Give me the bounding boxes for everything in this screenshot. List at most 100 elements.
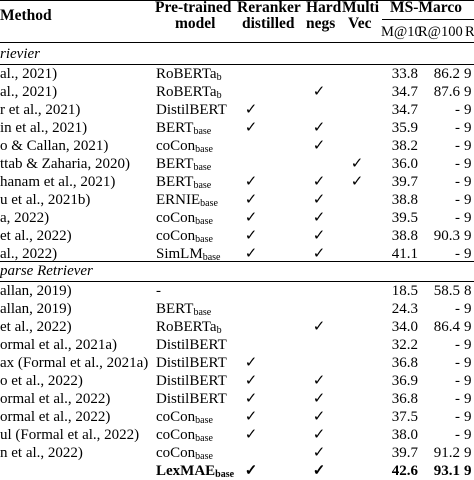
- header-multi-1: Multi: [342, 0, 380, 16]
- recall100-cell: 86.2: [433, 66, 460, 82]
- header-hard-2: negs: [306, 15, 336, 32]
- recall100-cell: 90.3: [433, 228, 460, 244]
- mrr10-cell: 18.5: [391, 283, 418, 299]
- model-subscript: b: [216, 72, 222, 83]
- model-cell: RoBERTab: [156, 319, 222, 336]
- table-row: et al., 2022) coConbase ✓ ✓ 38.8 90.3 9: [0, 227, 474, 245]
- table-row: ormal et al., 2022) coConbase ✓ ✓ 37.5 -9: [0, 408, 474, 426]
- table-row: ttab & Zaharia, 2020) BERTbase ✓ 36.0 -9: [0, 155, 474, 173]
- msmarco-rule: [382, 19, 474, 20]
- table-row: n et al., 2022) coConbase ✓ 39.7 91.2 9: [0, 444, 474, 462]
- mrr10-cell: 39.5: [391, 210, 418, 226]
- model-cell: coConbase: [156, 445, 213, 462]
- model-cell: RoBERTab: [156, 66, 222, 83]
- recall1k-cell: 9: [464, 355, 472, 371]
- table-row: LexMAEbase ✓ ✓ 42.6 93.1 9: [0, 462, 474, 480]
- reranker-cell: ✓: [244, 120, 258, 136]
- table-row: hanam et al., 2021) BERTbase ✓ ✓ ✓ 39.7 -9: [0, 173, 474, 191]
- reranker-cell: ✓: [244, 210, 258, 226]
- multi-vec-cell: ✓: [350, 174, 364, 190]
- recall1k-cell: 9: [464, 84, 472, 100]
- method-cell: r et al., 2021): [0, 102, 81, 118]
- recall1k-cell: 9: [464, 319, 472, 335]
- recall100-cell: -: [455, 373, 460, 389]
- method-cell: allan, 2019): [0, 283, 72, 299]
- recall100-cell: -: [455, 120, 460, 136]
- mrr10-cell: 36.9: [391, 373, 418, 389]
- table-row: u et al., 2021b) ERNIEbase ✓ ✓ 38.8 -9: [0, 191, 474, 209]
- method-cell: ormal et al., 2022): [0, 409, 111, 425]
- header-reranker-2: distilled: [242, 15, 295, 32]
- recall100-cell: -: [455, 246, 460, 262]
- table-row: allan, 2019) - 18.5 58.5 8: [0, 282, 474, 300]
- mrr10-cell: 36.8: [391, 391, 418, 407]
- table-row: in et al., 2021) BERTbase ✓ ✓ 35.9 -9: [0, 119, 474, 137]
- table-row: ul (Formal et al., 2022) coConbase ✓ ✓ 38.0 -…: [0, 426, 474, 444]
- model-cell: DistilBERT: [156, 337, 227, 353]
- model-cell: BERTbase: [156, 120, 212, 137]
- model-cell: DistilBERT: [156, 373, 227, 389]
- model-cell: DistilBERT: [156, 391, 227, 407]
- model-cell: DistilBERT: [156, 355, 227, 371]
- model-cell: coConbase: [156, 210, 213, 227]
- recall100-cell: -: [455, 174, 460, 190]
- mrr10-cell: 34.7: [391, 102, 418, 118]
- method-cell: al., 2022): [0, 246, 58, 262]
- table-row: r et al., 2021) DistilBERT ✓ 34.7 -9: [0, 101, 474, 119]
- mrr10-cell: 33.8: [391, 66, 418, 82]
- recall100-cell: -: [455, 138, 460, 154]
- model-subscript: base: [195, 216, 213, 227]
- mrr10-cell: 38.8: [391, 192, 418, 208]
- hard-negs-cell: ✓: [312, 84, 326, 100]
- reranker-cell: ✓: [244, 373, 258, 389]
- recall1k-cell: 9: [464, 463, 472, 479]
- recall1k-cell: 9: [464, 102, 472, 118]
- multi-vec-cell: ✓: [350, 156, 364, 172]
- recall1k-cell: 9: [464, 427, 472, 443]
- mrr10-cell: 37.5: [391, 409, 418, 425]
- model-subscript: base: [202, 252, 221, 263]
- mrr10-cell: 32.2: [391, 337, 418, 353]
- recall1k-cell: 9: [464, 138, 472, 154]
- method-cell: a, 2022): [0, 210, 50, 226]
- recall100-cell: -: [455, 391, 460, 407]
- mrr10-cell: 38.0: [391, 427, 418, 443]
- table-row: o & Callan, 2021) coConbase ✓ 38.2 -9: [0, 137, 474, 155]
- dense-section-rule: [0, 64, 474, 65]
- recall100-cell: 91.2: [433, 445, 460, 461]
- recall1k-cell: 9: [464, 228, 472, 244]
- recall100-cell: -: [455, 102, 460, 118]
- recall1k-cell: 9: [464, 373, 472, 389]
- reranker-cell: ✓: [244, 409, 258, 425]
- recall100-cell: -: [455, 301, 460, 317]
- recall1k-cell: 9: [464, 210, 472, 226]
- table-row: a, 2022) coConbase ✓ ✓ 39.5 -9: [0, 209, 474, 227]
- hard-negs-cell: ✓: [312, 210, 326, 226]
- reranker-cell: ✓: [244, 427, 258, 443]
- recall1k-cell: 9: [464, 337, 472, 353]
- model-cell: BERTbase: [156, 156, 212, 173]
- hard-negs-cell: ✓: [312, 409, 326, 425]
- header-r100: R@100: [418, 24, 463, 40]
- model-cell: ERNIEbase: [156, 192, 218, 209]
- method-cell: ormal et al., 2021a): [0, 337, 118, 353]
- top-rule: [0, 0, 474, 1]
- method-cell: ttab & Zaharia, 2020): [0, 156, 130, 172]
- sparse-section-rule: [0, 281, 474, 282]
- table-row: al., 2022) SimLMbase ✓ ✓ 41.1 -9: [0, 245, 474, 263]
- model-subscript: base: [193, 162, 212, 173]
- model-cell: coConbase: [156, 427, 213, 444]
- hard-negs-cell: ✓: [312, 391, 326, 407]
- method-cell: al., 2021): [0, 66, 58, 82]
- method-cell: o & Callan, 2021): [0, 138, 109, 154]
- model-subscript: base: [193, 180, 212, 191]
- recall1k-cell: 9: [464, 301, 472, 317]
- hard-negs-cell: ✓: [312, 228, 326, 244]
- model-cell: coConbase: [156, 228, 213, 245]
- mrr10-cell: 42.6: [391, 463, 418, 479]
- hard-negs-cell: ✓: [312, 445, 326, 461]
- mrr10-cell: 39.7: [391, 174, 418, 190]
- reranker-cell: ✓: [244, 463, 258, 479]
- table-row: o et al., 2022) DistilBERT ✓ ✓ 36.9 -9: [0, 372, 474, 390]
- model-subscript: base: [200, 198, 218, 209]
